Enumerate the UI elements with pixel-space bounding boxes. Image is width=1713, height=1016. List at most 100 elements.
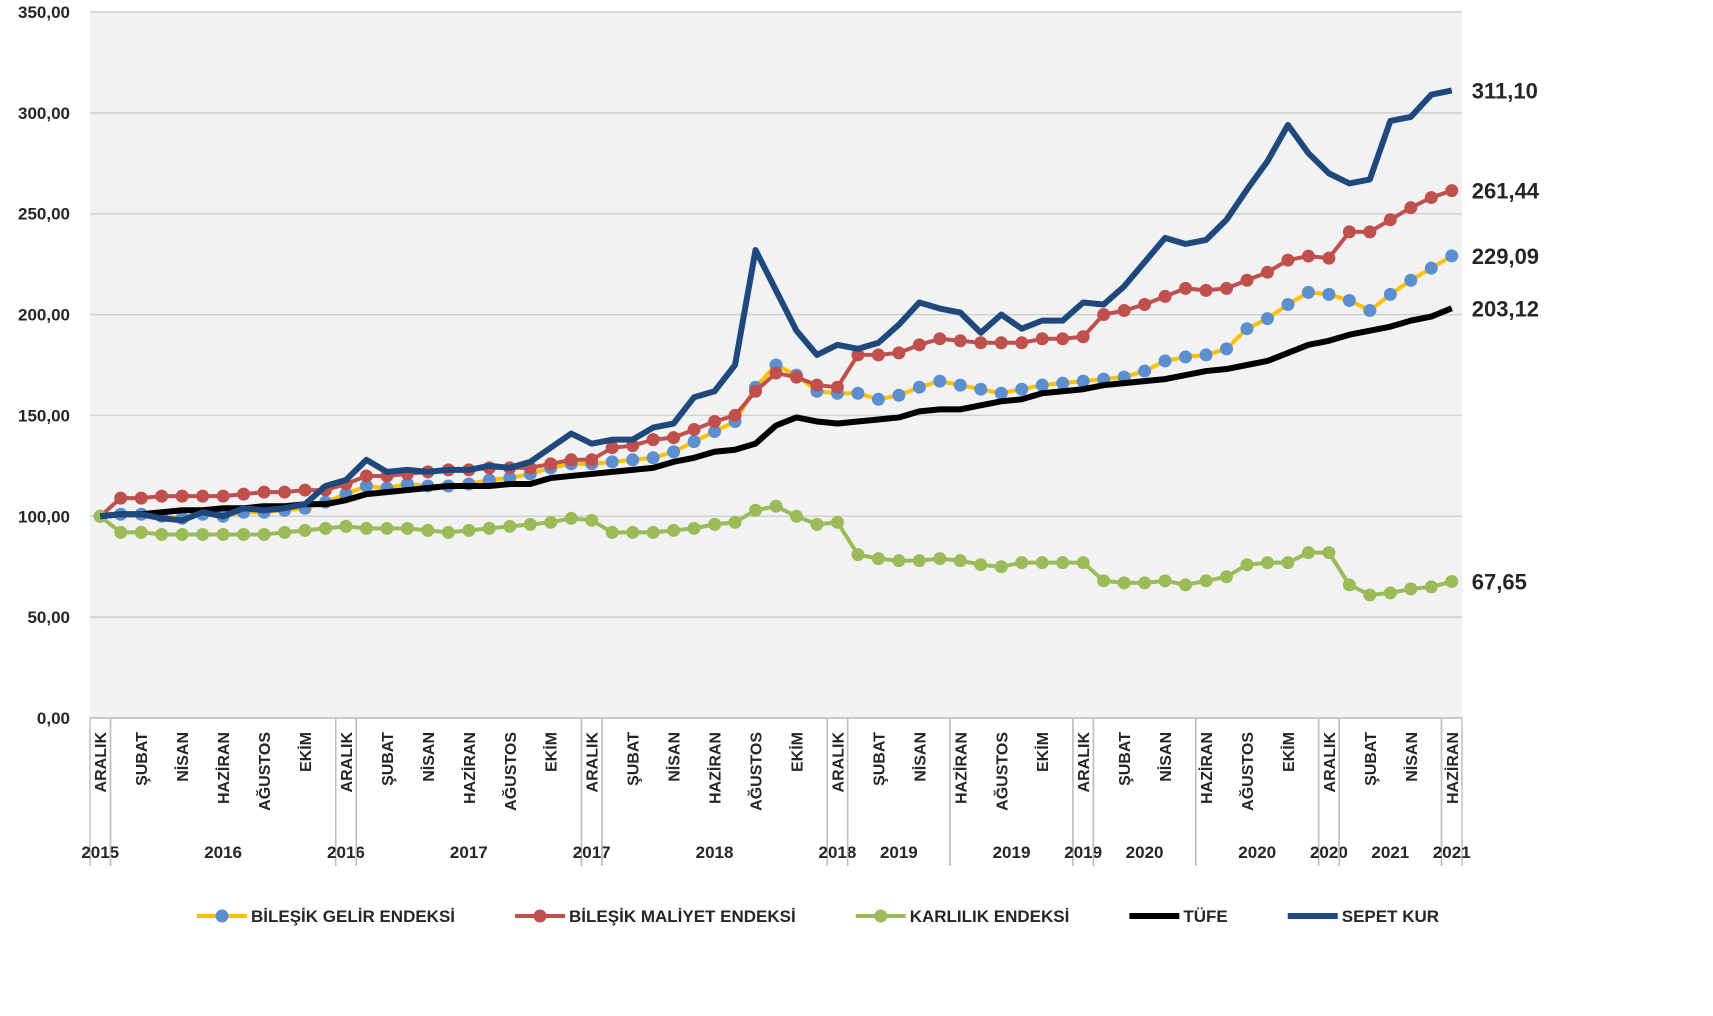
x-tick-label: NİSAN <box>911 732 929 782</box>
data-point <box>585 453 599 467</box>
data-point <box>1035 556 1049 570</box>
data-point <box>1260 556 1274 570</box>
data-point <box>298 523 312 537</box>
data-point <box>196 489 210 503</box>
x-tick-label: NİSAN <box>1403 732 1421 782</box>
x-tick-label: ARALIK <box>339 732 356 793</box>
group-label: 2017 <box>450 843 488 862</box>
data-point <box>216 489 230 503</box>
data-point <box>1056 556 1070 570</box>
data-point <box>974 558 988 572</box>
data-point <box>175 527 189 541</box>
data-point <box>667 523 681 537</box>
legend-item: BİLEŞİK GELİR ENDEKSİ <box>197 907 455 926</box>
group-label: 2018 <box>819 843 857 862</box>
data-point <box>237 487 251 501</box>
data-point <box>667 445 681 459</box>
group-label: 2015 <box>81 843 119 862</box>
data-point <box>339 519 353 533</box>
data-label: 203,12 <box>1472 296 1539 321</box>
data-point <box>1301 546 1315 560</box>
data-point <box>1015 556 1029 570</box>
data-point <box>1363 225 1377 239</box>
data-point <box>851 348 865 362</box>
data-point <box>892 388 906 402</box>
data-point <box>1199 348 1213 362</box>
data-point <box>974 336 988 350</box>
x-tick-label: HAZİRAN <box>461 732 479 804</box>
data-point <box>1342 293 1356 307</box>
series-line <box>99 87 1453 524</box>
x-tick-label: NİSAN <box>174 732 192 782</box>
legend-marker <box>874 909 888 923</box>
data-point <box>1281 253 1295 267</box>
y-tick-label: 300,00 <box>18 104 70 123</box>
y-tick-label: 0,00 <box>37 709 70 728</box>
data-point <box>1281 297 1295 311</box>
data-point <box>994 386 1008 400</box>
data-label: 229,09 <box>1472 244 1539 269</box>
y-tick-label: 350,00 <box>18 3 70 22</box>
data-point <box>994 336 1008 350</box>
data-point <box>953 334 967 348</box>
group-label: 2021 <box>1371 843 1409 862</box>
data-point <box>564 511 578 525</box>
data-point <box>503 519 517 533</box>
y-tick-label: 250,00 <box>18 205 70 224</box>
data-point <box>421 523 435 537</box>
data-point <box>1220 570 1234 584</box>
group-label: 2017 <box>573 843 611 862</box>
x-tick-label: AĞUSTOS <box>255 732 274 811</box>
data-point <box>1097 574 1111 588</box>
data-label: 311,10 <box>1472 78 1538 103</box>
data-point <box>1138 576 1152 590</box>
group-label: 2016 <box>204 843 242 862</box>
group-label: 2019 <box>1064 843 1102 862</box>
legend-label: KARLILIK ENDEKSİ <box>910 907 1070 926</box>
data-point <box>298 483 312 497</box>
data-point <box>114 491 128 505</box>
data-point <box>564 453 578 467</box>
data-point <box>175 489 189 503</box>
legend-label: TÜFE <box>1183 907 1227 926</box>
data-point <box>114 525 128 539</box>
data-point <box>1240 558 1254 572</box>
x-tick-label: EKİM <box>788 732 806 772</box>
data-point <box>462 523 476 537</box>
x-tick-label: EKİM <box>543 732 561 772</box>
x-tick-label: AĞUSTOS <box>747 732 766 811</box>
legend-item: BİLEŞİK MALİYET ENDEKSİ <box>515 907 796 926</box>
x-tick-label: EKİM <box>1280 732 1298 772</box>
data-point <box>810 378 824 392</box>
data-point <box>728 515 742 529</box>
data-point <box>318 521 332 535</box>
data-point <box>974 382 988 396</box>
group-label: 2020 <box>1126 843 1164 862</box>
data-point <box>1015 382 1029 396</box>
data-point <box>1117 576 1131 590</box>
data-point <box>134 525 148 539</box>
data-point <box>1342 578 1356 592</box>
data-point <box>871 348 885 362</box>
data-point <box>687 435 701 449</box>
data-point <box>1445 184 1459 198</box>
data-point <box>1322 546 1336 560</box>
x-tick-label: AĞUSTOS <box>1238 732 1257 811</box>
x-tick-label: AĞUSTOS <box>501 732 520 811</box>
data-point <box>912 338 926 352</box>
y-tick-label: 150,00 <box>18 406 70 425</box>
data-point <box>400 521 414 535</box>
data-point <box>1240 273 1254 287</box>
x-tick-label: NİSAN <box>666 732 684 782</box>
data-point <box>1199 283 1213 297</box>
data-point <box>851 548 865 562</box>
x-tick-label: ŞUBAT <box>134 732 151 786</box>
data-point <box>1322 287 1336 301</box>
x-tick-label: HAZİRAN <box>1444 732 1462 804</box>
y-tick-label: 100,00 <box>18 507 70 526</box>
data-point <box>1117 304 1131 318</box>
data-point <box>769 366 783 380</box>
data-label: 261,44 <box>1472 179 1540 204</box>
data-point <box>626 453 640 467</box>
